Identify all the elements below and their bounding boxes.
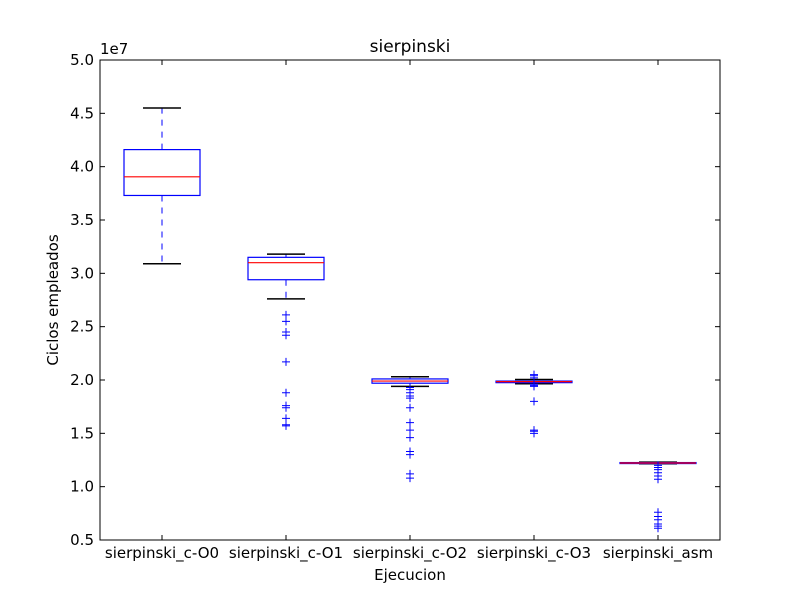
- x-tick-label: sierpinski_c-O1: [229, 544, 343, 563]
- y-tick-label: 4.5: [70, 104, 94, 122]
- outlier-point: [654, 475, 662, 484]
- x-axis-label: Ejecucion: [374, 566, 446, 584]
- y-multiplier: 1e7: [100, 40, 128, 58]
- y-tick-label: 4.0: [70, 158, 94, 176]
- y-tick-label: 2.0: [70, 371, 94, 389]
- y-tick-label: 2.5: [70, 318, 94, 336]
- y-tick-label: 3.0: [70, 264, 94, 282]
- outlier-point: [406, 403, 414, 412]
- outlier-point: [282, 331, 290, 340]
- plot-frame: [99, 59, 721, 541]
- plot-area: [100, 60, 720, 540]
- box-group: [371, 376, 449, 483]
- y-tick-label: 1.0: [70, 478, 94, 496]
- x-tick-label: sierpinski_c-O3: [477, 544, 591, 563]
- x-tick-label: sierpinski_asm: [603, 544, 713, 563]
- outlier-point: [282, 357, 290, 366]
- box-iqr: [123, 149, 201, 197]
- box-group: [247, 253, 325, 430]
- outlier-point: [406, 426, 414, 435]
- y-tick-label: 1.5: [70, 424, 94, 442]
- outlier-point: [282, 388, 290, 397]
- box-group: [123, 107, 201, 265]
- outlier-point: [654, 524, 662, 533]
- outlier-point: [406, 450, 414, 459]
- x-tick-label: sierpinski_c-O0: [105, 544, 219, 563]
- box-group: [495, 370, 573, 438]
- outlier-point: [530, 429, 538, 438]
- outlier-point: [530, 382, 538, 391]
- y-tick-label: 0.5: [70, 531, 94, 549]
- y-tick-label: 5.0: [70, 51, 94, 69]
- chart-title: sierpinski: [370, 37, 451, 57]
- outlier-point: [406, 394, 414, 403]
- outlier-point: [406, 433, 414, 442]
- y-tick-label: 3.5: [70, 211, 94, 229]
- outlier-point: [282, 317, 290, 326]
- outlier-point: [406, 474, 414, 483]
- box-iqr: [247, 256, 325, 281]
- outlier-point: [406, 418, 414, 427]
- axes-layer: 0.5 1.0 1.5 2.0 2.5 3.0 3.5 4.0 4.5 5.0 sierpinski…: [70, 51, 720, 563]
- y-axis-label: Ciclos empleados: [44, 234, 62, 365]
- outlier-point: [282, 421, 290, 430]
- boxes-layer: [123, 107, 697, 533]
- outlier-point: [282, 403, 290, 412]
- x-tick-label: sierpinski_c-O2: [353, 544, 467, 563]
- outlier-point: [530, 397, 538, 406]
- box-group: [619, 461, 697, 533]
